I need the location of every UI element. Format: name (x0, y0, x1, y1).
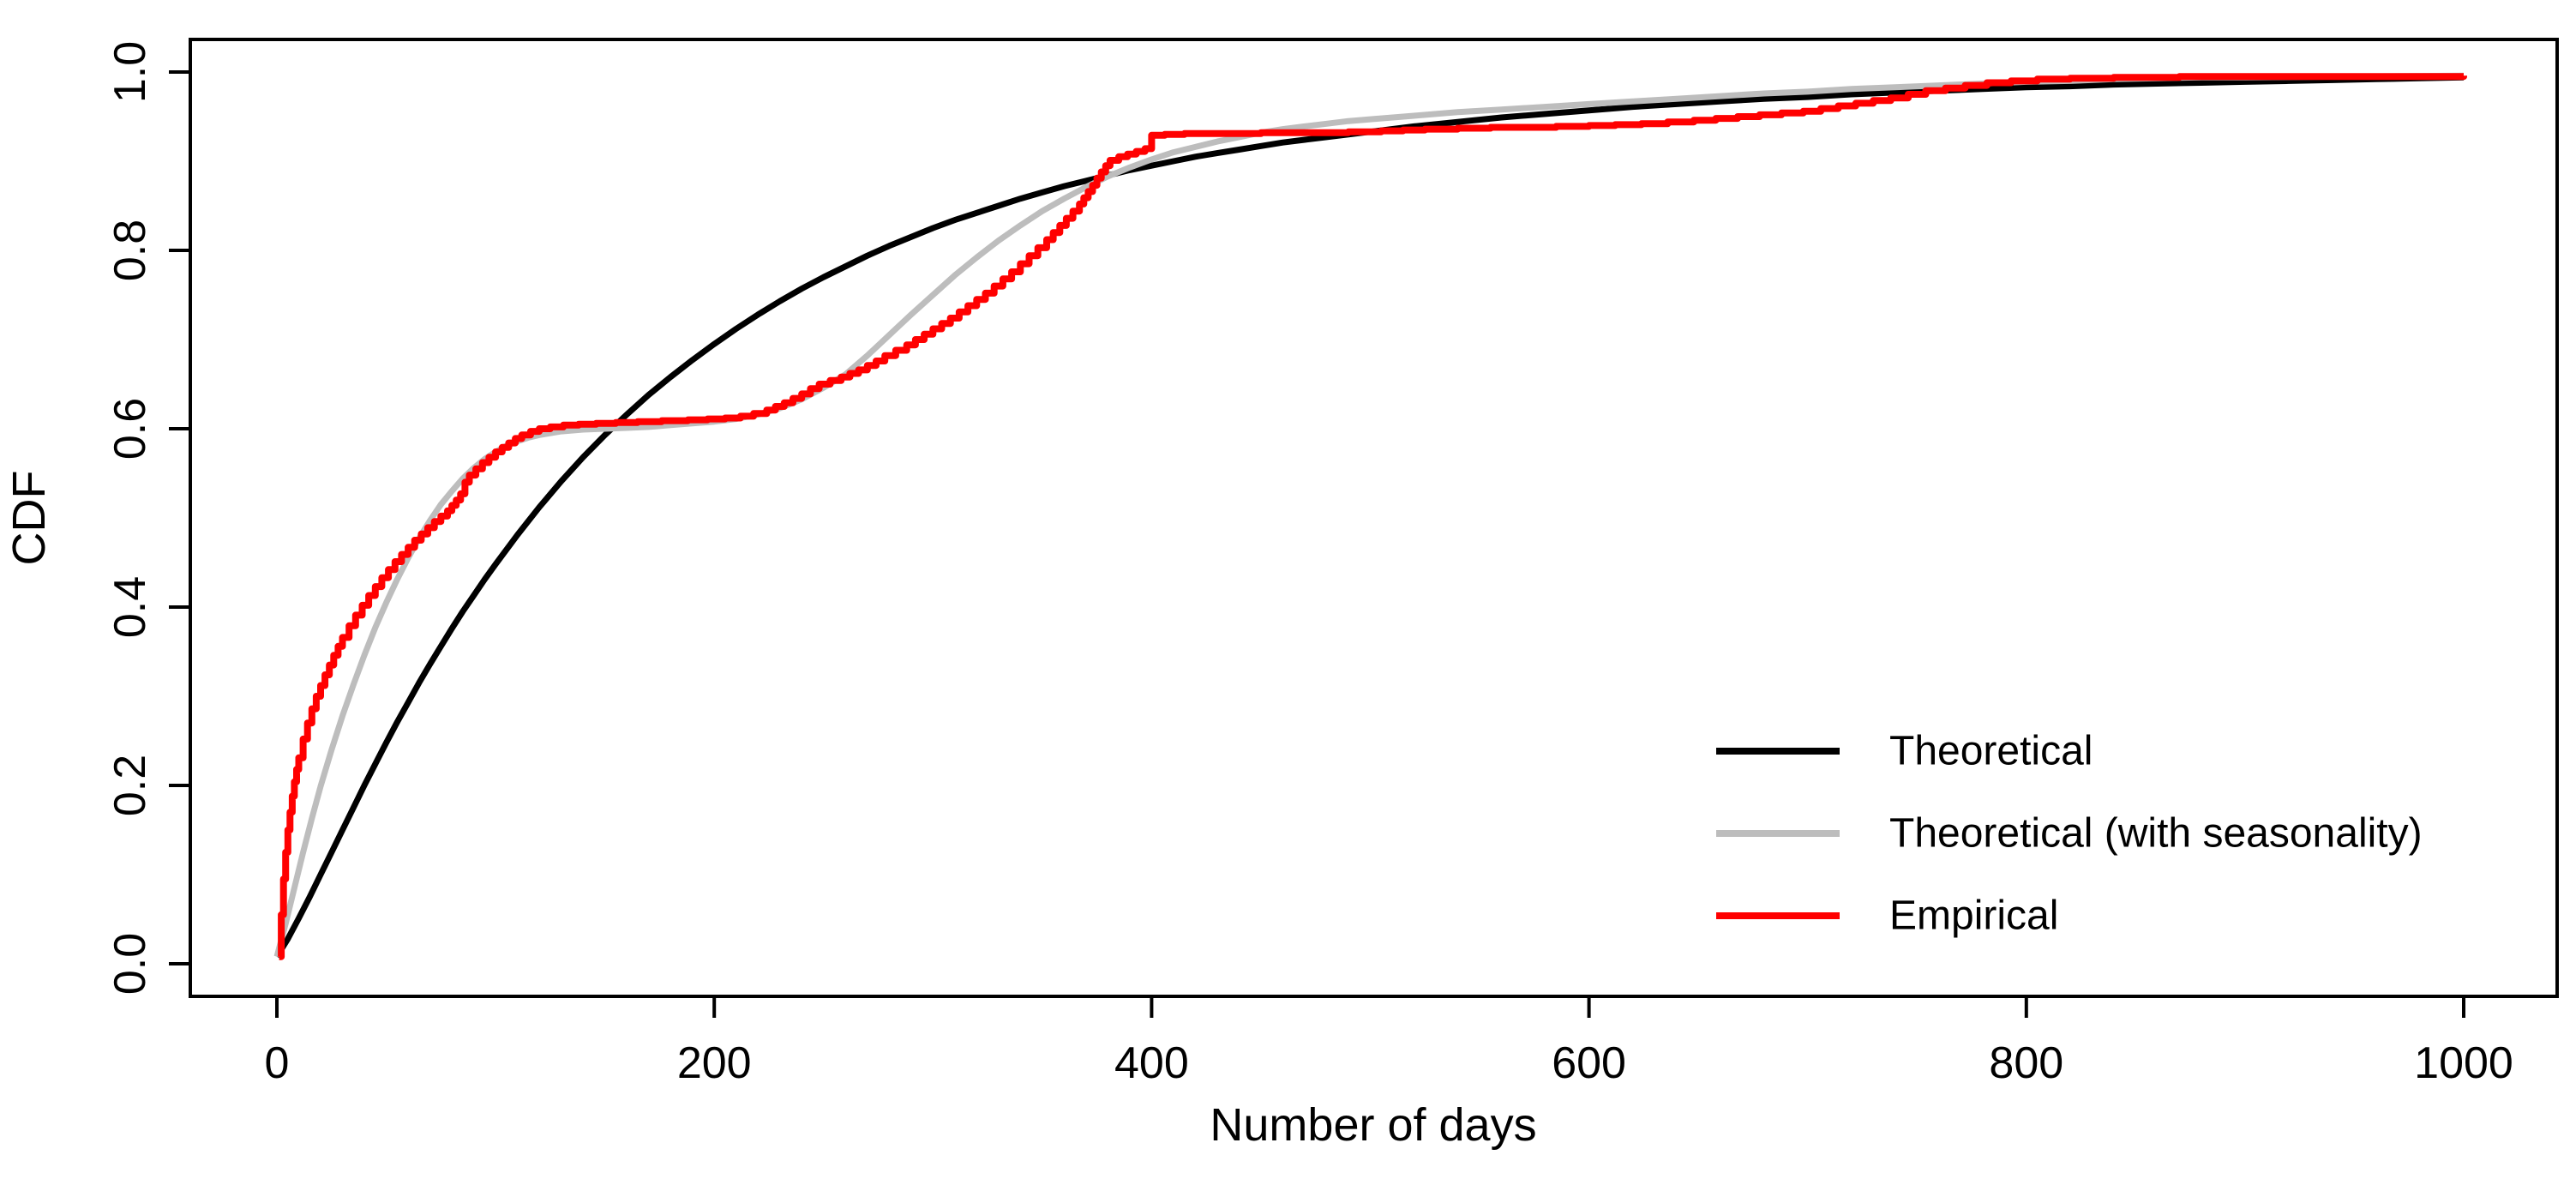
x-tick-label: 1000 (2414, 1038, 2513, 1088)
legend-item-theoretical-seasonality: Theoretical (with seasonality) (1716, 811, 2423, 857)
plot-border (189, 38, 2559, 998)
series-empirical-line (278, 73, 2467, 960)
series-theoretical-line (274, 74, 2465, 959)
y-tick-label: 0.2 (105, 755, 155, 816)
x-tick-label: 600 (1552, 1038, 1626, 1088)
legend-label-theoretical: Theoretical (1889, 729, 2093, 774)
legend-label-empirical: Empirical (1889, 893, 2058, 939)
series-group (273, 72, 2467, 960)
legend-item-theoretical: Theoretical (1716, 729, 2093, 774)
x-tick-label: 0 (265, 1038, 290, 1088)
y-tick-label: 0.8 (105, 220, 155, 281)
y-axis: 0.0 0.2 0.4 0.6 0.8 1.0 (105, 41, 190, 995)
x-tick-label: 400 (1114, 1038, 1189, 1088)
legend: Theoretical Theoretical (with seasonalit… (1716, 729, 2423, 939)
y-tick-label: 0.6 (105, 398, 155, 460)
legend-item-empirical: Empirical (1716, 893, 2058, 939)
y-tick-label: 1.0 (105, 41, 155, 103)
legend-label-theoretical-seasonality: Theoretical (with seasonality) (1889, 811, 2423, 857)
x-axis: 0 200 400 600 800 1000 (265, 996, 2513, 1088)
y-axis-title: CDF (3, 471, 55, 566)
y-tick-label: 0.4 (105, 576, 155, 638)
x-tick-label: 800 (1989, 1038, 2063, 1088)
x-axis-title: Number of days (1210, 1099, 1536, 1151)
y-tick-label: 0.0 (105, 933, 155, 995)
x-tick-label: 200 (677, 1038, 752, 1088)
